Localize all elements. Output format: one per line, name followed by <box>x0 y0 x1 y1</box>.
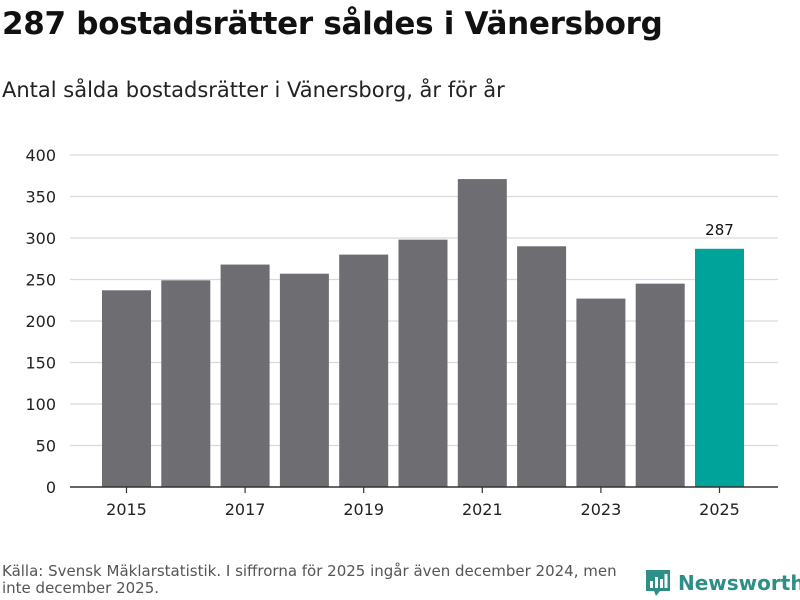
y-tick-label: 100 <box>25 395 56 414</box>
data-label-2025: 287 <box>705 221 734 239</box>
y-tick-label: 150 <box>25 354 56 373</box>
bar-2015 <box>102 290 151 487</box>
data-labels: 287 <box>705 221 734 239</box>
bar-2019 <box>339 254 389 487</box>
bar-2025 <box>695 248 744 487</box>
newsworthy-bars-icon <box>646 570 670 596</box>
y-tick-label: 300 <box>25 229 56 248</box>
bars <box>102 179 744 487</box>
y-tick-label: 250 <box>25 271 56 290</box>
source-note: Källa: Svensk Mäklarstatistik. I siffror… <box>2 562 617 597</box>
y-tick-label: 200 <box>25 312 56 331</box>
x-axis-ticks: 2015 2017 2019 2021 2023 2025 <box>106 487 740 519</box>
bar-2023 <box>576 298 626 487</box>
brand-logo: Newsworthy <box>644 568 800 598</box>
y-tick-label: 50 <box>36 437 56 456</box>
x-tick-label: 2021 <box>462 500 503 519</box>
x-tick-label: 2017 <box>225 500 266 519</box>
bar-2020 <box>398 239 448 487</box>
chart-subtitle: Antal sålda bostadsrätter i Vänersborg, … <box>2 78 505 102</box>
bar-2017 <box>220 264 270 487</box>
x-tick-label: 2025 <box>699 500 740 519</box>
y-tick-label: 350 <box>25 188 56 207</box>
bar-2018 <box>279 273 329 487</box>
x-tick-label: 2019 <box>343 500 384 519</box>
chart-title: 287 bostadsrätter såldes i Vänersborg <box>2 6 663 42</box>
bar-2016 <box>161 280 211 487</box>
bar-2021 <box>457 179 507 487</box>
bar-2022 <box>517 246 567 487</box>
y-tick-label: 0 <box>46 478 56 497</box>
bar-2024 <box>635 283 685 487</box>
y-tick-label: 400 <box>25 146 56 165</box>
brand-name: Newsworthy <box>678 571 800 595</box>
x-tick-label: 2023 <box>581 500 622 519</box>
bar-chart: 0 50 100 150 200 250 300 350 400 2015 2017 2019 202… <box>25 146 778 519</box>
x-tick-label: 2015 <box>106 500 147 519</box>
y-axis-ticks: 0 50 100 150 200 250 300 350 400 <box>25 146 56 497</box>
